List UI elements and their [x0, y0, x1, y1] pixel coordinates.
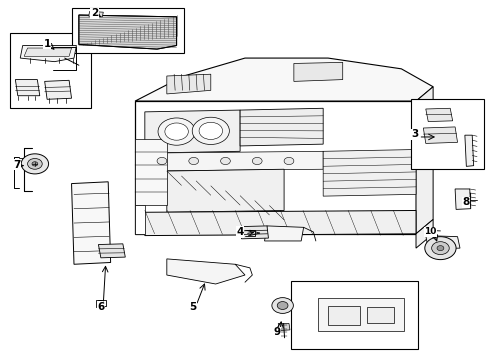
Bar [72, 8, 184, 53]
Polygon shape [79, 15, 176, 49]
Text: 1: 1 [44, 39, 51, 49]
Circle shape [192, 117, 229, 144]
Polygon shape [278, 323, 290, 330]
Polygon shape [89, 12, 103, 17]
Text: 3: 3 [411, 129, 418, 139]
Circle shape [21, 154, 49, 174]
Polygon shape [416, 87, 433, 234]
Text: 8: 8 [462, 197, 469, 207]
Bar [411, 99, 485, 169]
Polygon shape [416, 220, 433, 248]
Text: 5: 5 [189, 302, 196, 312]
Circle shape [220, 157, 230, 165]
Circle shape [32, 162, 38, 166]
Polygon shape [265, 226, 304, 241]
Circle shape [157, 157, 167, 165]
Polygon shape [135, 205, 145, 234]
Circle shape [432, 242, 449, 255]
Polygon shape [145, 151, 323, 171]
Bar [367, 307, 394, 323]
Bar [10, 33, 91, 108]
Polygon shape [135, 101, 167, 139]
Polygon shape [98, 244, 125, 258]
Polygon shape [45, 80, 72, 99]
Polygon shape [72, 182, 111, 264]
Circle shape [437, 246, 444, 251]
Text: 4: 4 [237, 227, 244, 237]
Circle shape [425, 237, 456, 260]
Polygon shape [167, 169, 284, 212]
Polygon shape [135, 101, 416, 234]
Polygon shape [294, 62, 343, 81]
Polygon shape [455, 189, 471, 210]
Circle shape [165, 123, 188, 140]
Bar [318, 298, 404, 330]
Polygon shape [426, 235, 460, 249]
Circle shape [189, 157, 198, 165]
Polygon shape [323, 149, 416, 196]
Bar [328, 306, 360, 325]
Polygon shape [423, 127, 458, 143]
Text: 9: 9 [273, 327, 280, 337]
Circle shape [199, 122, 222, 139]
Circle shape [272, 298, 294, 314]
Polygon shape [20, 45, 76, 62]
Polygon shape [135, 58, 433, 101]
Circle shape [277, 302, 288, 310]
Text: 10: 10 [424, 228, 437, 237]
Bar [292, 281, 418, 349]
Polygon shape [24, 48, 72, 56]
Polygon shape [15, 80, 40, 96]
Circle shape [252, 157, 262, 165]
Text: 6: 6 [97, 302, 104, 312]
Polygon shape [135, 139, 167, 205]
Polygon shape [240, 108, 323, 146]
Polygon shape [167, 259, 245, 284]
Polygon shape [240, 226, 269, 239]
Circle shape [284, 157, 294, 165]
Polygon shape [145, 110, 240, 153]
Polygon shape [465, 135, 474, 166]
Circle shape [158, 118, 195, 145]
Polygon shape [167, 74, 211, 94]
Circle shape [27, 158, 42, 169]
Polygon shape [426, 108, 453, 122]
Text: 7: 7 [13, 159, 21, 170]
Polygon shape [145, 211, 416, 235]
Text: 2: 2 [91, 8, 98, 18]
